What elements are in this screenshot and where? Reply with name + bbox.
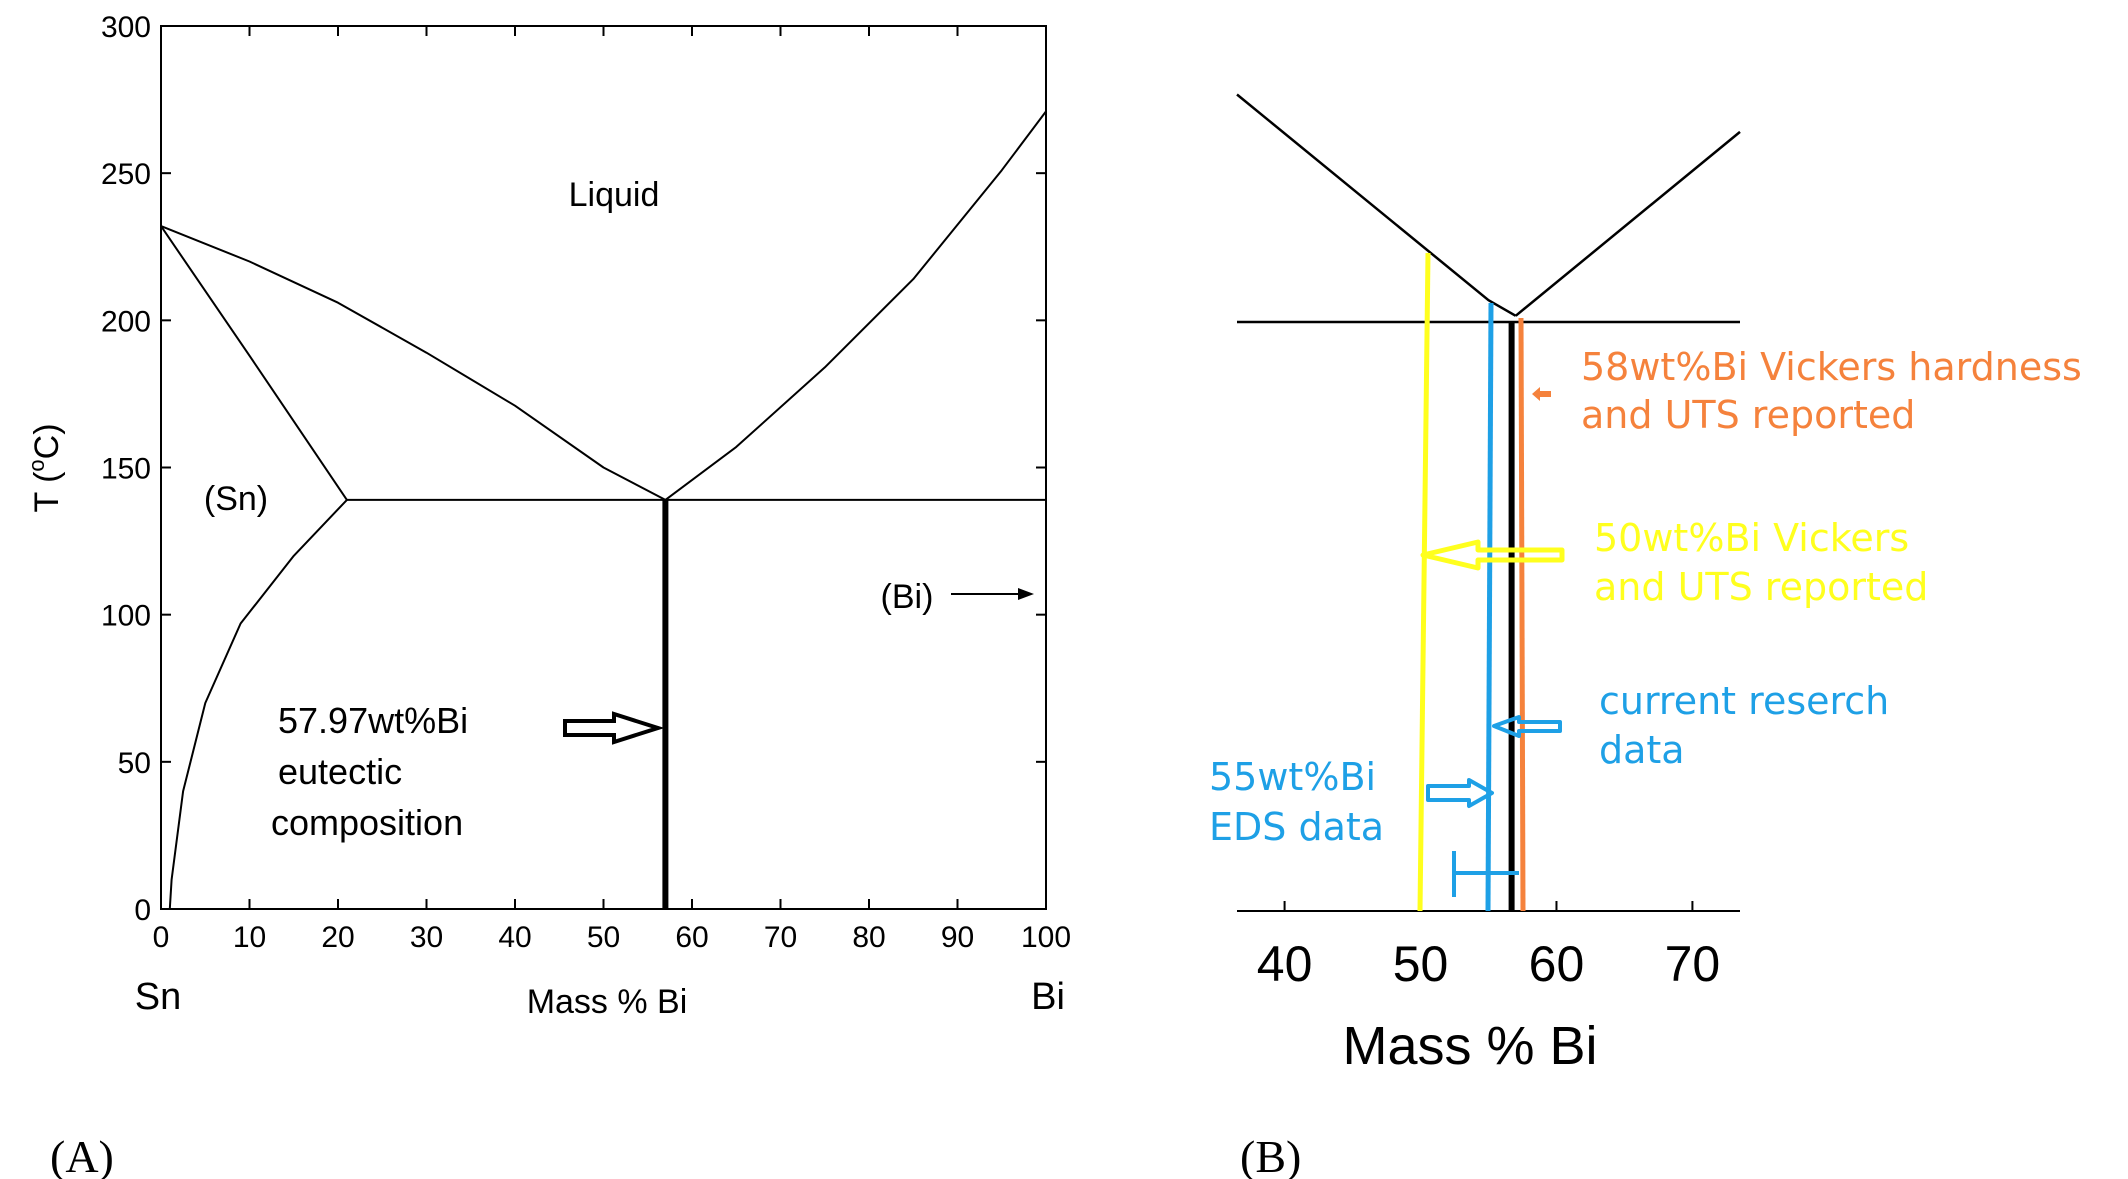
- x-axis-title-a: Mass % Bi: [527, 983, 688, 1021]
- yellow-50wt-line: [1417, 252, 1431, 912]
- x-tick-label-b: 70: [1665, 936, 1721, 992]
- liquidus-sn-curve: [160, 225, 666, 501]
- y-tick-label-a: 200: [101, 305, 151, 338]
- orange-58wt-line: [1518, 317, 1526, 912]
- yellow-annotation-line2: and UTS reported: [1594, 565, 1928, 609]
- liquidus-bi-curve: [664, 110, 1047, 501]
- eds-blue-arrow: [1426, 778, 1494, 808]
- bi-arrow-head: [1018, 588, 1034, 600]
- phase-boundaries-a: [160, 110, 1047, 910]
- blue-55wt-line: [1485, 302, 1494, 912]
- y-tick-label-a: 300: [101, 11, 151, 44]
- orange-arrow: [1532, 387, 1551, 401]
- eutectic-annotation-line2: eutectic: [278, 751, 402, 792]
- yellow-arrow: [1420, 539, 1565, 571]
- sn-region-label: (Sn): [204, 480, 268, 518]
- x-tick-label-b: 60: [1529, 936, 1585, 992]
- orange-annotation-line2: and UTS reported: [1581, 393, 1915, 437]
- x-tick-label-a: 90: [941, 921, 974, 954]
- x-axis-title-b: Mass % Bi: [1342, 1016, 1597, 1076]
- eutectic-arrow: [563, 711, 665, 745]
- phase-boundaries-b: [1236, 93, 1741, 324]
- orange-annotation-line1: 58wt%Bi Vickers hardness: [1581, 345, 2082, 389]
- y-tick-label-a: 100: [101, 600, 151, 633]
- x-tick-label-a: 100: [1021, 921, 1071, 954]
- bi-end-label: Bi: [1031, 976, 1065, 1018]
- y-tick-label-a: 50: [118, 747, 151, 780]
- x-tick-label-a: 80: [852, 921, 885, 954]
- eds-annotation-line2: EDS data: [1209, 805, 1384, 849]
- phase-diagram-a: 0 10 20 30 40 50 60 70 80 90 100 0 50 100 150 200 250 300…: [24, 11, 1071, 1021]
- liquidus-left-curve-b: [1236, 93, 1517, 317]
- y-tick-label-a: 0: [134, 894, 151, 927]
- x-tick-label-b: 50: [1393, 936, 1449, 992]
- liquid-region-label: Liquid: [569, 176, 660, 214]
- x-tick-label-a: 0: [153, 921, 170, 954]
- x-tick-label-a: 20: [321, 921, 354, 954]
- x-tick-label-b: 40: [1257, 936, 1313, 992]
- current-annotation-line2: data: [1599, 728, 1685, 772]
- panel-label-a: (A): [50, 1131, 114, 1179]
- yellow-annotation-line1: 50wt%Bi Vickers: [1594, 516, 1909, 560]
- bi-region-label: (Bi): [881, 578, 934, 616]
- ticks-b: 40 50 60 70: [1257, 901, 1720, 992]
- error-bar: [1452, 851, 1519, 897]
- x-tick-label-a: 30: [410, 921, 443, 954]
- solidus-sn-curve: [160, 225, 348, 501]
- ticks-a: 0 10 20 30 40 50 60 70 80 90 100 0 50 100 150 200 250 300: [101, 11, 1071, 954]
- x-tick-label-a: 40: [498, 921, 531, 954]
- current-annotation-line1: current reserch: [1599, 679, 1889, 723]
- solvus-sn-curve: [168, 499, 348, 910]
- y-tick-label-a: 150: [101, 453, 151, 486]
- zoomed-diagram-b: 40 50 60 70 Mass % Bi 58wt%Bi Vickers hardn…: [1209, 93, 2082, 1076]
- x-tick-label-a: 50: [587, 921, 620, 954]
- x-tick-label-a: 60: [675, 921, 708, 954]
- x-tick-label-a: 70: [764, 921, 797, 954]
- x-tick-label-a: 10: [233, 921, 266, 954]
- eutectic-annotation-line1: 57.97wt%Bi: [278, 700, 468, 741]
- current-blue-arrow: [1492, 715, 1562, 738]
- eutectic-annotation-line3: composition: [271, 802, 463, 843]
- y-tick-label-a: 250: [101, 158, 151, 191]
- panel-label-b: (B): [1240, 1131, 1301, 1179]
- liquidus-right-curve-b: [1514, 130, 1741, 317]
- sn-end-label: Sn: [135, 976, 181, 1018]
- eds-annotation-line1: 55wt%Bi: [1209, 755, 1376, 799]
- y-axis-title-a: T (oC): [24, 423, 66, 512]
